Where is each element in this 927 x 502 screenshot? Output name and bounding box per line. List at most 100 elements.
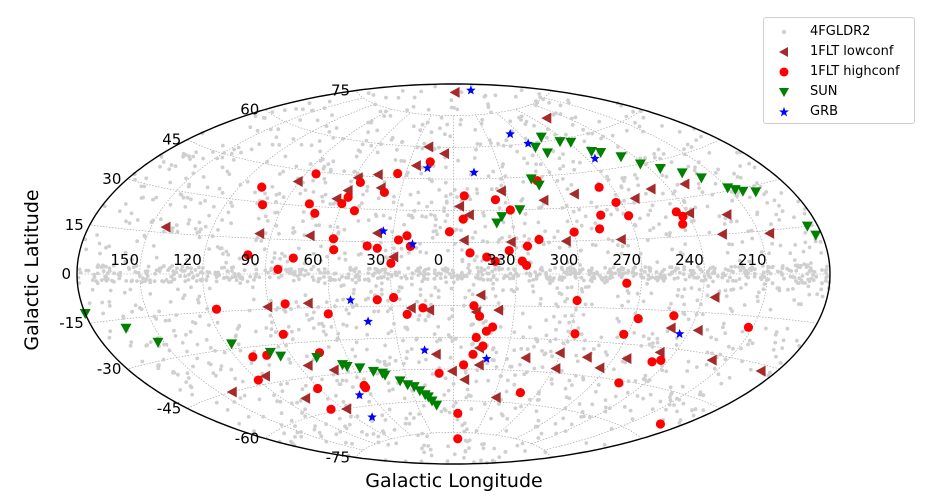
meridian-line [531,103,705,445]
bg-source-dot [456,158,460,163]
bg-source-dot [631,109,635,114]
x-tick-label: 210 [738,251,767,269]
bg-source-dot [181,154,186,159]
bg-source-dot [334,126,339,130]
bg-source-dot [652,152,656,156]
lowconf-marker [560,235,571,247]
bg-source-dot [384,363,389,368]
bg-source-dot [778,243,783,248]
y-axis-label: Galactic Latitude [21,189,43,350]
bg-source-dot [290,337,295,342]
bg-source-dot [338,430,343,434]
bg-source-dot [175,266,179,271]
bg-source-dot [475,275,480,280]
bg-source-dot [404,416,409,421]
bg-source-dot [580,410,585,414]
y-tick-label: 45 [162,131,181,149]
bg-source-dot [388,355,392,360]
bg-source-dot [92,275,97,280]
bg-source-dot [588,415,592,420]
bg-source-dot [322,275,326,279]
bg-source-dot [504,429,509,433]
bg-source-dot [533,270,537,274]
bg-source-dot [643,373,648,378]
bg-source-dot [633,265,637,270]
highconf-marker [611,197,621,208]
bg-source-dot [452,452,457,457]
bg-source-dot [548,268,552,273]
bg-source-dot [425,277,430,281]
bg-source-dot [323,180,328,185]
bg-source-dot [303,414,307,418]
highconf-marker [678,219,688,229]
bg-source-dot [447,410,452,415]
bg-source-dot [195,342,200,347]
bg-source-dot [665,329,670,334]
highconf-marker [465,248,475,258]
bg-source-dot [376,440,381,445]
bg-source-dot [491,275,496,279]
bg-source-dot [607,406,612,411]
bg-source-dot [123,259,128,264]
bg-source-dot [806,284,811,289]
bg-source-dot [764,326,768,331]
bg-source-dot [512,330,517,334]
bg-source-dot [436,295,441,300]
bg-source-dot [369,119,374,123]
grb-marker [367,412,377,422]
bg-source-dot [749,228,754,233]
highconf-marker [633,314,643,324]
bg-source-dot [404,276,409,281]
bg-source-dot [430,236,435,240]
bg-source-dot [344,378,349,383]
bg-source-dot [610,271,615,276]
lowconf-marker [490,392,501,404]
bg-source-dot [354,325,359,330]
bg-source-dot [362,377,366,381]
bg-source-dot [559,292,564,296]
bg-source-dot [550,354,554,359]
bg-source-dot [195,273,200,277]
x-tick-label: 150 [110,251,139,269]
bg-source-dot [283,154,288,159]
bg-source-dot [622,179,626,183]
bg-source-dot [239,150,243,155]
bg-source-dot [354,303,359,307]
bg-source-dot [540,349,544,353]
sun-marker [152,337,164,348]
bg-source-dot [660,269,665,274]
bg-source-dot [334,393,338,398]
bg-source-dot [449,98,454,103]
bg-source-dot [573,373,578,378]
highconf-marker [248,352,258,362]
bg-source-dot [99,265,104,270]
bg-source-dot [781,338,786,343]
highconf-marker [534,234,544,245]
bg-source-dot [418,287,423,292]
bg-source-dot [350,441,354,446]
bg-source-dot [569,422,574,427]
bg-source-dot [383,343,387,348]
bg-source-dot [508,271,513,276]
bg-source-dot [460,248,464,252]
lowconf-marker [372,169,383,181]
bg-source-dot [273,210,278,215]
bg-source-dot [128,343,133,348]
bg-source-dot [543,229,547,234]
bg-source-dot [197,220,202,225]
bg-source-dot [369,289,373,294]
bg-source-dot [532,366,537,371]
bg-source-dot [710,351,714,356]
bg-source-dot [750,236,755,241]
bg-source-dot [184,176,188,181]
bg-source-dot [225,408,230,412]
bg-source-dot [485,240,490,244]
bg-source-dot [633,223,638,228]
bg-source-dot [352,269,357,274]
bg-source-dot [669,301,673,306]
bg-source-dot [438,276,443,281]
bg-source-dot [276,345,281,349]
bg-source-dot [417,360,421,365]
bg-source-dot [522,156,526,161]
